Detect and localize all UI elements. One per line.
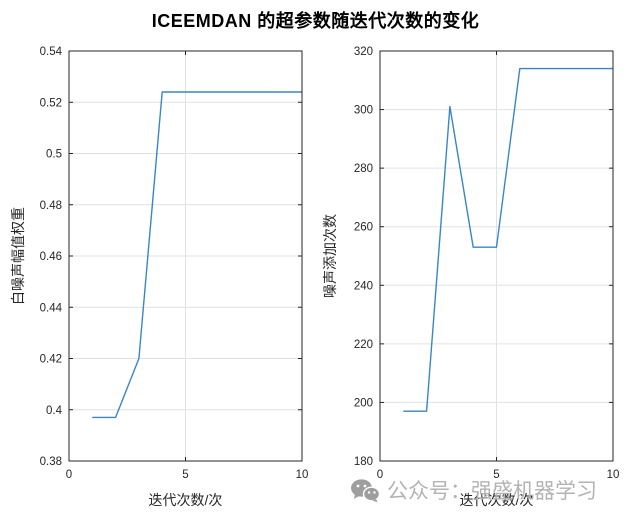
x-tick-label: 5 — [493, 469, 499, 481]
y-tick-label: 0.44 — [40, 302, 63, 314]
watermark-text: 公众号：强盛机器学习 — [387, 480, 597, 503]
y-tick-label: 240 — [354, 280, 373, 292]
watermark: 公众号：强盛机器学习 — [350, 476, 597, 504]
x-tick-label: 5 — [182, 469, 188, 481]
series-line — [403, 67, 613, 412]
y-tick-label: 200 — [354, 397, 373, 409]
figure-title: ICEEMDAN 的超参数随迭代次数的变化 — [151, 11, 480, 31]
left-chart-xaxis-label: 迭代次数/次 — [148, 492, 223, 508]
wechat-icon — [351, 478, 380, 502]
x-tick-label: 0 — [66, 469, 72, 481]
x-tick-label: 0 — [377, 469, 383, 481]
x-tick-label: 10 — [607, 469, 620, 481]
y-tick-label: 280 — [354, 163, 373, 175]
series-line — [92, 91, 302, 419]
y-tick-label: 300 — [354, 105, 373, 117]
y-tick-label: 260 — [354, 222, 373, 234]
y-tick-label: 0.52 — [40, 97, 62, 109]
right-chart-xaxis-label: 迭代次数/次 — [459, 492, 534, 508]
x-tick-label: 10 — [296, 469, 309, 481]
y-tick-label: 220 — [354, 339, 373, 351]
y-tick-label: 0.4 — [46, 405, 63, 417]
y-tick-label: 0.42 — [40, 354, 62, 366]
y-tick-label: 0.38 — [40, 456, 62, 468]
y-tick-label: 0.54 — [40, 46, 63, 58]
y-tick-label: 0.46 — [40, 251, 62, 263]
y-tick-label: 0.48 — [40, 200, 62, 212]
y-tick-label: 180 — [354, 456, 373, 468]
y-tick-label: 320 — [354, 46, 373, 58]
right-chart-yaxis-label: 噪声添加次数 — [322, 214, 338, 298]
left-chart-yaxis-label: 白噪声幅值权重 — [10, 207, 26, 305]
y-tick-label: 0.5 — [46, 149, 62, 161]
